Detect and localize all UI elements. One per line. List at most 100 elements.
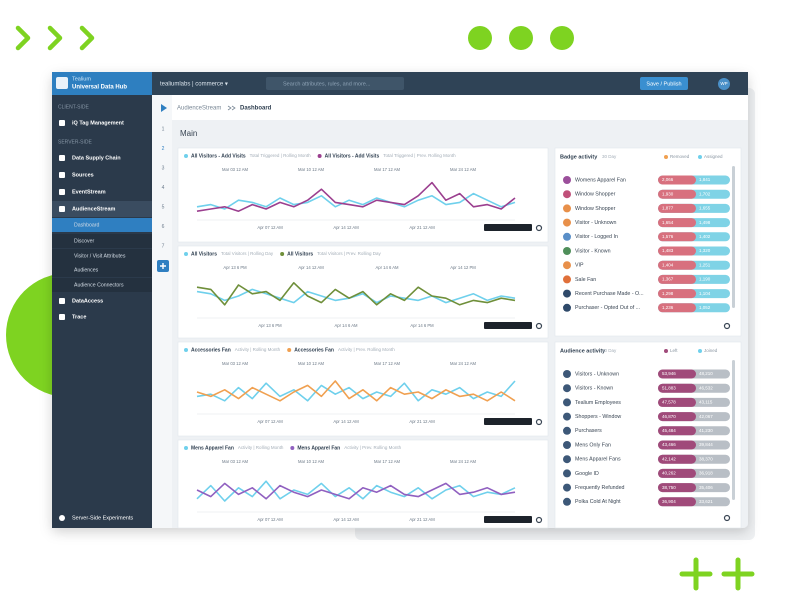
pill-right — [658, 397, 696, 407]
chart-settings[interactable] — [535, 322, 543, 330]
breadcrumb-icon — [161, 104, 167, 112]
item-icon — [563, 370, 571, 378]
legend-meta: Total Visitors | Rolling Day — [221, 251, 274, 256]
tab-number[interactable]: 6 — [162, 224, 165, 230]
legend-swatch — [287, 348, 292, 352]
scrollbar — [732, 360, 735, 500]
pill-left-value: 2,066 — [662, 177, 674, 182]
pill-right — [658, 274, 696, 284]
chart-action[interactable] — [484, 322, 532, 329]
sidebar-active — [52, 218, 152, 232]
user-avatar — [718, 78, 730, 90]
chart-action[interactable] — [484, 224, 532, 231]
activity-legend-swatch — [698, 349, 702, 353]
sidebar-footer[interactable]: Server-Side Experiments — [72, 515, 133, 521]
legend-name: Mens Apparel Fan — [191, 445, 234, 451]
decor-chevrons — [15, 25, 95, 51]
item-icon — [563, 426, 571, 435]
sidebar-subitem[interactable]: Audiences — [74, 267, 99, 273]
item-label: Tealium Employees — [575, 400, 621, 406]
series-line — [196, 482, 516, 500]
item-label: Mens Only Fan — [575, 442, 611, 448]
brand-name: Tealium — [72, 76, 91, 82]
sidebar-item[interactable]: AudienceStream — [72, 206, 116, 212]
pill-left-value: 1,404 — [662, 262, 674, 267]
panel-settings[interactable] — [723, 322, 731, 330]
sidebar-item[interactable]: EventStream — [72, 189, 106, 195]
item-label: Mens Apparel Fans — [575, 457, 621, 463]
pill-right — [658, 412, 696, 422]
legend-swatch — [184, 154, 188, 158]
x-label-top: Apr 13 6 PM — [223, 265, 247, 270]
breadcrumb-bar — [172, 95, 748, 120]
search-placeholder: Search attributes, rules, and more... — [283, 81, 371, 87]
pill-left-value: 45,484 — [662, 428, 676, 433]
x-label-top: Mar 03 12 AM — [222, 167, 249, 172]
sidebar-subitem[interactable]: Visitor / Visit Attributes — [74, 253, 126, 259]
pill-right — [658, 426, 696, 436]
chart-action[interactable] — [484, 418, 532, 425]
search-box — [266, 77, 404, 90]
legend-meta: Total Visitors | Prev. Rolling Day — [317, 251, 381, 256]
sidebar-item[interactable]: Sources — [72, 172, 94, 178]
x-label-top: Apr 14 12 AM — [298, 265, 324, 270]
x-label-bottom: Apr 21 12 AM — [409, 419, 435, 424]
pill-right-value: 1,498 — [699, 220, 711, 225]
pill-left-value: 36,904 — [662, 499, 676, 504]
pill-right — [658, 303, 696, 313]
sidebar-item[interactable]: Trace — [72, 314, 86, 320]
sidebar-subitem[interactable]: Audience Connectors — [74, 282, 124, 288]
pill-right — [658, 483, 696, 493]
sidebar-subitem[interactable]: Dashboard — [74, 222, 99, 228]
item-label: Purchasers — [575, 428, 602, 434]
item-icon — [563, 218, 571, 227]
tab-number[interactable]: 4 — [162, 185, 165, 191]
experiments-icon — [59, 515, 65, 521]
tab-number[interactable]: 3 — [162, 165, 165, 171]
tab-number[interactable]: 7 — [162, 243, 165, 249]
sidebar-icon — [59, 120, 65, 126]
sidebar-item[interactable]: DataAccess — [72, 298, 103, 304]
series-line — [196, 380, 516, 402]
decor-dots — [468, 26, 574, 50]
sidebar-icon — [59, 155, 65, 161]
sidebar-icon — [59, 314, 65, 320]
legend-swatch — [184, 348, 188, 352]
item-label: Window Shopper — [575, 192, 616, 198]
x-label-bottom: Apr 13 6 PM — [258, 323, 282, 328]
panel-settings[interactable] — [723, 514, 731, 522]
pill-right-value: 33,621 — [699, 499, 713, 504]
chart-settings[interactable] — [535, 516, 543, 524]
chart-action[interactable] — [484, 516, 532, 523]
series-line — [196, 380, 516, 402]
pill-left-value: 1,483 — [662, 248, 674, 253]
tab-number[interactable]: 5 — [162, 204, 165, 210]
x-label-top: Mar 17 12 AM — [374, 459, 401, 464]
publish-button[interactable] — [640, 77, 688, 90]
item-label: VIP — [575, 263, 584, 269]
chart-settings[interactable] — [535, 224, 543, 232]
decor-plus — [679, 557, 755, 591]
pill-left-value: 47,578 — [662, 400, 676, 405]
pill-right — [658, 175, 696, 185]
sidebar-subitem[interactable]: Discover — [74, 238, 94, 244]
sidebar-item[interactable]: iQ Tag Management — [72, 120, 124, 126]
sidebar-open — [52, 201, 152, 217]
chart-settings[interactable] — [535, 418, 543, 426]
sidebar-sub-bg — [52, 263, 152, 277]
x-label-bottom: Apr 07 12 AM — [257, 225, 283, 230]
pill-right — [658, 232, 696, 242]
legend-name: Accessories Fan — [191, 347, 231, 353]
legend-meta: Activity | Rolling Month — [238, 445, 284, 450]
pill-right — [658, 203, 696, 213]
sidebar-item[interactable]: Data Supply Chain — [72, 155, 121, 161]
series-line — [196, 282, 516, 306]
legend-name: All Visitors — [191, 251, 217, 257]
tab-number[interactable]: 1 — [162, 126, 165, 132]
tab-number[interactable]: 2 — [162, 146, 165, 152]
sidebar-sub-bg — [52, 249, 152, 263]
activity-period: 30 Day — [602, 154, 617, 159]
pill-right-value: 42,067 — [699, 414, 713, 419]
item-icon — [563, 275, 571, 284]
item-label: Google ID — [575, 471, 599, 477]
